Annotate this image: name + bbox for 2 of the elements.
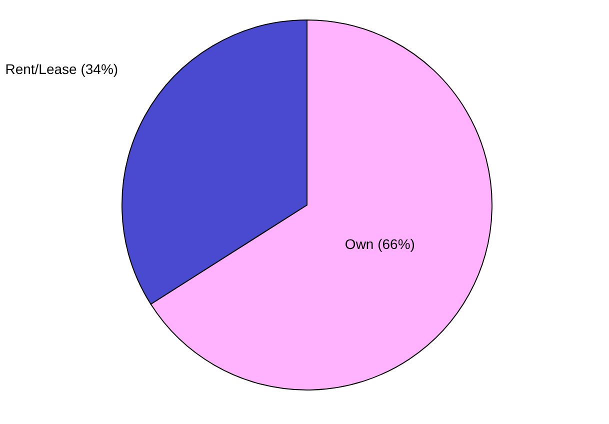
slice-label: Rent/Lease (34%) — [5, 61, 118, 78]
slice-label: Own (66%) — [344, 236, 415, 252]
